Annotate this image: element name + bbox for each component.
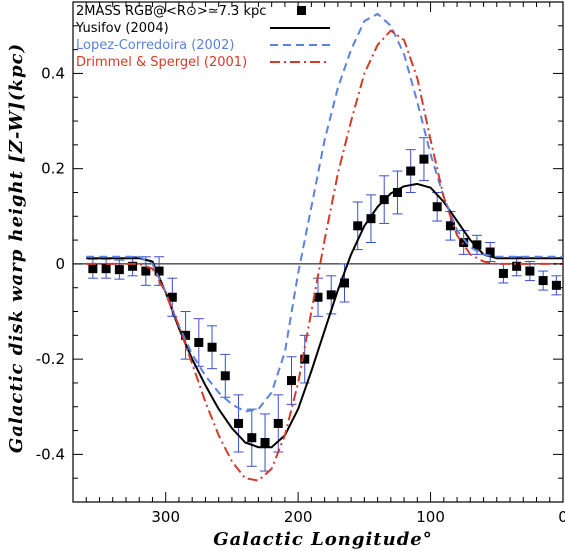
data-point — [366, 214, 376, 224]
plot-border — [72, 1, 564, 503]
data-point — [498, 268, 508, 278]
data-point — [525, 266, 535, 276]
y-axis-label: Galactic disk warp height [Z-W](kpc) — [6, 43, 27, 453]
data-point — [167, 292, 177, 302]
legend-label: Drimmel & Spergel (2001) — [76, 55, 247, 70]
data-point — [339, 278, 349, 288]
y-tick-label: -0.4 — [36, 445, 65, 463]
data-point — [247, 433, 257, 443]
series-3 — [86, 29, 563, 482]
data-point — [392, 187, 402, 197]
x-tick-label: 300 — [151, 508, 180, 526]
data-point — [128, 261, 138, 271]
data-point — [472, 240, 482, 250]
y-tick-label: 0.4 — [41, 64, 65, 82]
data-point — [114, 265, 124, 275]
y-tick-label: 0 — [55, 255, 65, 273]
y-tick-label: 0.2 — [41, 160, 65, 178]
data-point — [353, 221, 363, 231]
x-tick-label: 100 — [416, 508, 445, 526]
data-point — [459, 237, 469, 247]
data-point — [207, 342, 217, 352]
x-axis-label: Galactic Longitude° — [213, 529, 433, 550]
data-point — [260, 437, 270, 447]
legend-marker — [297, 6, 306, 15]
axis-ticks: 300 200 100 0 -0.4 -0.2 0 0.2 0.4 — [36, 1, 565, 526]
series-line — [86, 182, 563, 449]
data-point — [101, 264, 111, 274]
data-point — [181, 330, 191, 340]
data-point — [273, 418, 283, 428]
data-point — [432, 202, 442, 212]
x-tick-label: 0 — [558, 508, 565, 526]
legend-label: Lopez-Corredoira (2002) — [76, 38, 234, 53]
y-tick-label: -0.2 — [36, 350, 65, 368]
data-point — [154, 266, 164, 276]
legend: 2MASS RGB@<R⊙>≃7.3 kpc Yusifov (2004) Lope… — [75, 4, 330, 70]
data-point — [551, 280, 561, 290]
data-point — [300, 354, 310, 364]
x-tick-label: 200 — [284, 508, 313, 526]
series-0 — [87, 137, 562, 472]
data-point — [141, 266, 151, 276]
data-point — [326, 290, 336, 300]
data-point — [419, 154, 429, 164]
data-point — [538, 276, 548, 286]
series-1 — [86, 182, 563, 449]
legend-label: Yusifov (2004) — [75, 21, 169, 36]
series-line — [86, 12, 563, 413]
legend-label: 2MASS RGB@<R⊙>≃7.3 kpc — [76, 4, 266, 19]
series-2 — [86, 12, 563, 413]
series-layer — [86, 12, 563, 482]
plot-frame — [72, 1, 564, 503]
data-point — [194, 337, 204, 347]
data-point — [220, 371, 230, 381]
series-line — [86, 29, 563, 482]
data-point — [88, 264, 98, 274]
data-point — [287, 376, 297, 386]
data-point — [234, 418, 244, 428]
data-point — [406, 166, 416, 176]
data-point — [512, 261, 522, 271]
data-point — [445, 221, 455, 231]
data-point — [485, 247, 495, 257]
data-point — [313, 292, 323, 302]
